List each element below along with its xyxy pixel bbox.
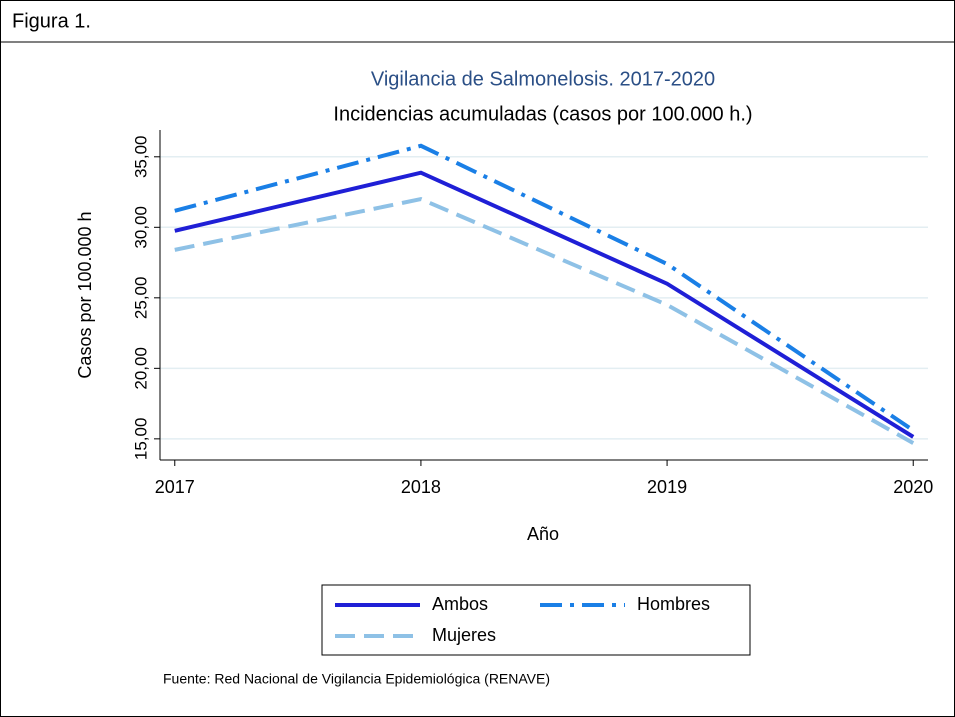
legend-box bbox=[321, 584, 751, 656]
legend-label: Ambos bbox=[432, 594, 488, 614]
legend-label: Mujeres bbox=[432, 625, 496, 645]
header-title: Figura 1. bbox=[12, 10, 91, 32]
x-tick-label: 2020 bbox=[893, 477, 933, 497]
series-line bbox=[174, 170, 915, 439]
y-axis-label: Casos por 100.000 h bbox=[75, 211, 95, 378]
y-tick-label: 25,00 bbox=[131, 277, 150, 320]
y-tick-label: 20,00 bbox=[131, 347, 150, 390]
series-line bbox=[174, 143, 915, 433]
x-tick-label: 2017 bbox=[155, 477, 195, 497]
chart-subtitle: Incidencias acumuladas (casos por 100.00… bbox=[333, 103, 752, 125]
x-tick-label: 2018 bbox=[401, 477, 441, 497]
source-note: Fuente: Red Nacional de Vigilancia Epide… bbox=[163, 671, 550, 687]
y-tick-label: 35,00 bbox=[131, 136, 150, 179]
legend-label: Hombres bbox=[637, 594, 710, 614]
series-line bbox=[174, 197, 915, 445]
x-tick-label: 2019 bbox=[647, 477, 687, 497]
y-tick-label: 15,00 bbox=[131, 418, 150, 461]
y-tick-label: 30,00 bbox=[131, 206, 150, 249]
chart-title: Vigilancia de Salmonelosis. 2017-2020 bbox=[371, 68, 715, 90]
x-axis-label: Año bbox=[527, 524, 559, 544]
